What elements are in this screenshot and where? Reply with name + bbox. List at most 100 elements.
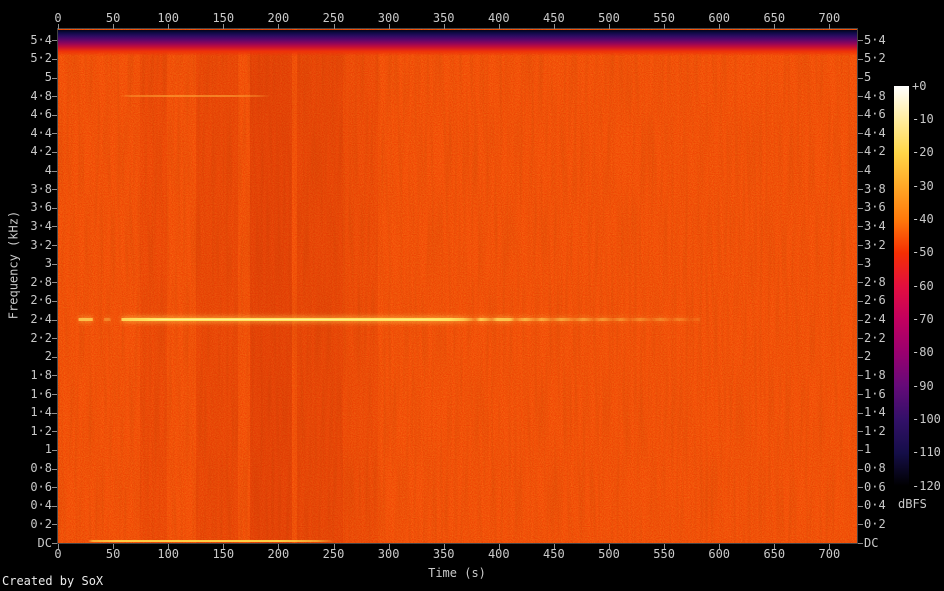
freq-tick-label-right: 3·2	[864, 237, 886, 252]
legend-tick-label: -50	[912, 245, 934, 260]
freq-tick-label-right: 3	[864, 256, 872, 271]
time-tick-label-top: 250	[322, 11, 345, 25]
time-tick-label-top: 350	[432, 11, 455, 25]
freq-tick-right	[858, 151, 863, 153]
legend-tick-label: -20	[912, 145, 934, 160]
legend-tick-label: -40	[912, 211, 934, 226]
time-tick-top	[168, 24, 170, 29]
time-tick-top	[553, 24, 555, 29]
time-tick-label-bottom: 550	[653, 547, 675, 561]
time-tick-label-bottom: 450	[543, 547, 565, 561]
freq-tick-right	[858, 170, 863, 172]
freq-tick-label-right: 5·4	[864, 32, 886, 47]
freq-tick-label-right: 1·6	[864, 386, 886, 401]
freq-tick-label-left: 4·4	[30, 125, 52, 140]
freq-tick-label-left: 4·6	[30, 107, 52, 122]
time-tick-bottom	[553, 544, 555, 549]
freq-tick-left	[52, 468, 57, 470]
time-tick-label-bottom: 700	[818, 547, 841, 561]
time-tick-label-bottom: 300	[377, 547, 400, 561]
freq-tick-right	[858, 40, 863, 42]
freq-tick-label-right: 3·6	[864, 200, 886, 215]
freq-tick-label-left: 0·4	[30, 498, 52, 513]
time-tick-top	[388, 24, 390, 29]
freq-tick-label-left: 3·6	[30, 200, 52, 215]
time-tick-bottom	[609, 544, 610, 549]
freq-tick-label-right: 1·2	[864, 423, 886, 438]
freq-tick-right	[858, 58, 863, 60]
freq-tick-label-right: 1	[864, 442, 872, 457]
time-tick-bottom	[498, 544, 500, 549]
time-tick-label-top: 50	[105, 11, 121, 25]
freq-tick-label-right: 2·2	[864, 330, 886, 345]
time-tick-label-bottom: 400	[487, 547, 510, 561]
time-tick-bottom	[113, 544, 115, 549]
freq-tick-left	[52, 133, 57, 135]
freq-tick-label-right: 1·8	[864, 367, 886, 382]
freq-tick-label-right: 2·6	[864, 293, 886, 308]
freq-tick-label-left: 4·8	[30, 88, 52, 103]
freq-tick-label-left: 2·6	[30, 293, 52, 308]
freq-tick-label-left: 2	[44, 349, 52, 364]
time-tick-label-top: 600	[708, 11, 731, 25]
freq-tick-right	[858, 245, 863, 247]
spectrogram-heatmap	[58, 29, 857, 543]
time-tick-top	[58, 24, 59, 29]
freq-tick-label-left: 1·4	[30, 405, 52, 420]
freq-tick-right	[858, 505, 863, 507]
time-tick-label-top: 300	[377, 11, 400, 25]
freq-tick-label-right: 4·6	[864, 107, 886, 122]
freq-tick-label-right: 0·2	[864, 516, 886, 531]
time-tick-bottom	[443, 544, 445, 549]
freq-tick-right	[858, 226, 863, 228]
freq-tick-right	[858, 524, 863, 526]
freq-tick-label-left: 4	[44, 163, 52, 178]
time-tick-top	[609, 24, 610, 29]
freq-tick-right	[858, 543, 863, 544]
freq-tick-right	[858, 207, 863, 209]
freq-tick-right	[858, 319, 863, 321]
time-tick-bottom	[58, 544, 59, 549]
freq-tick-label-right: 4·8	[864, 88, 886, 103]
freq-tick-left	[52, 282, 57, 284]
legend-tick-label: -60	[912, 278, 934, 293]
freq-tick-left	[52, 207, 57, 209]
time-tick-label-bottom: 250	[322, 547, 345, 561]
feature-dc-bright-line	[87, 540, 335, 543]
freq-tick-right	[858, 375, 863, 377]
freq-tick-left	[52, 226, 57, 228]
freq-tick-left	[52, 394, 57, 396]
freq-tick-label-left: 5	[44, 70, 52, 84]
time-tick-bottom	[719, 544, 721, 549]
freq-tick-left	[52, 263, 57, 265]
time-tick-bottom	[278, 544, 280, 549]
time-tick-bottom	[223, 544, 225, 549]
freq-tick-label-left: 0·2	[30, 516, 52, 531]
legend-tick-label: -80	[912, 345, 934, 360]
feature-quiet-band	[195, 29, 238, 543]
credit-text: Created by SoX	[2, 574, 104, 588]
freq-tick-label-left: 1	[44, 442, 52, 457]
legend-tick-label: -10	[912, 111, 934, 126]
freq-tick-label-right: 4·4	[864, 125, 886, 140]
freq-tick-left	[52, 114, 57, 116]
time-tick-top	[719, 24, 721, 29]
freq-tick-right	[858, 431, 863, 433]
freq-tick-left	[52, 170, 57, 172]
freq-tick-right	[858, 189, 863, 191]
feature-quiet-band	[343, 29, 378, 543]
freq-tick-right	[858, 282, 863, 284]
time-tick-top	[829, 24, 831, 29]
feature-tone-2-4khz-hot-core	[146, 318, 455, 321]
freq-tick-left	[52, 505, 57, 507]
time-tick-label-bottom: 200	[267, 547, 290, 561]
freq-tick-label-right: 3·8	[864, 181, 886, 196]
freq-tick-right	[858, 263, 863, 265]
time-tick-label-top: 650	[763, 11, 786, 25]
legend-tick-label: +0	[912, 78, 927, 93]
time-tick-top	[664, 24, 666, 29]
time-tick-label-top: 200	[267, 11, 290, 25]
time-tick-label-top: 500	[598, 11, 620, 25]
time-tick-label-bottom: 650	[763, 547, 786, 561]
